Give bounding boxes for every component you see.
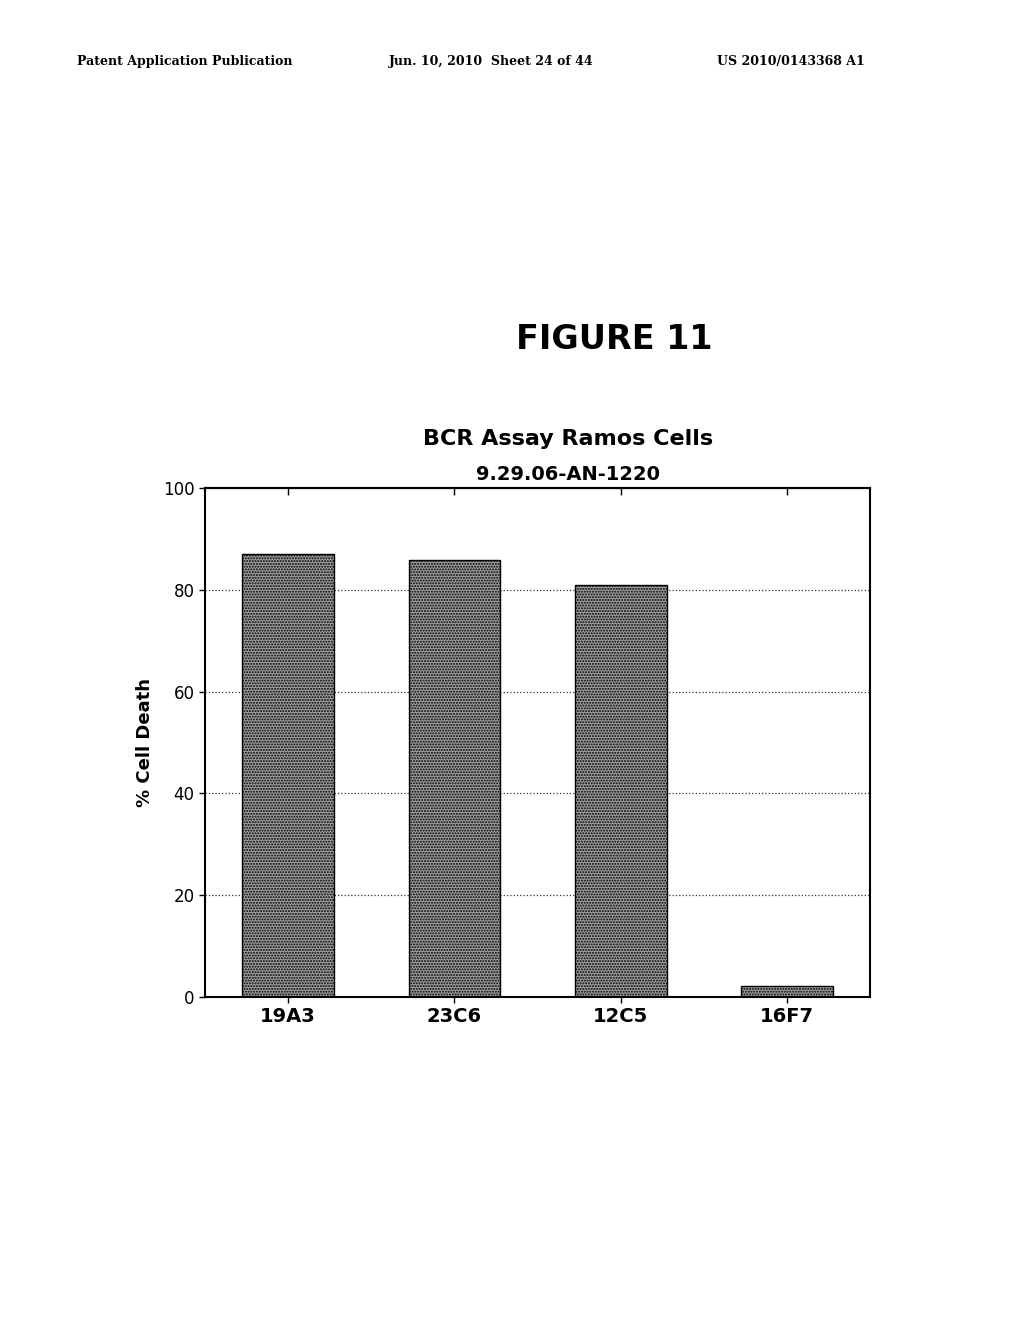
Text: Patent Application Publication: Patent Application Publication	[77, 55, 292, 69]
Bar	[575, 585, 667, 997]
Text: BCR Assay Ramos Cells: BCR Assay Ramos Cells	[423, 429, 714, 449]
Y-axis label: % Cell Death: % Cell Death	[136, 678, 155, 807]
Bar	[409, 560, 500, 997]
Bar	[741, 986, 833, 997]
Text: Jun. 10, 2010  Sheet 24 of 44: Jun. 10, 2010 Sheet 24 of 44	[389, 55, 594, 69]
Text: FIGURE 11: FIGURE 11	[516, 323, 713, 356]
Text: US 2010/0143368 A1: US 2010/0143368 A1	[717, 55, 864, 69]
Bar	[243, 554, 334, 997]
Text: 9.29.06-AN-1220: 9.29.06-AN-1220	[476, 465, 660, 483]
